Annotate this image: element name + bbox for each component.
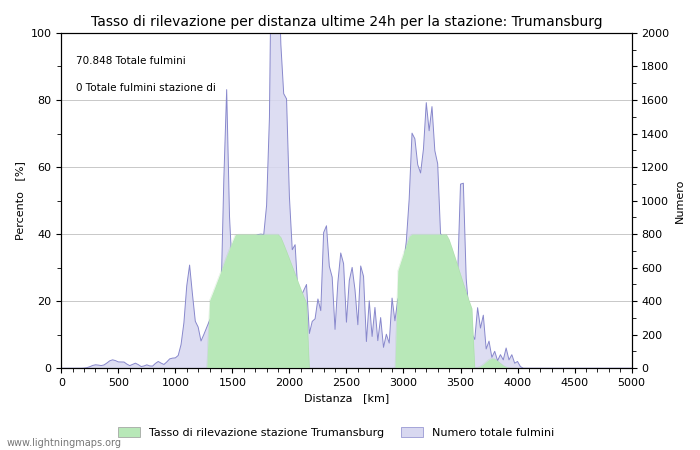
Title: Tasso di rilevazione per distanza ultime 24h per la stazione: Trumansburg: Tasso di rilevazione per distanza ultime… [90, 15, 602, 29]
Y-axis label: Percento   [%]: Percento [%] [15, 161, 25, 240]
Legend: Tasso di rilevazione stazione Trumansburg, Numero totale fulmini: Tasso di rilevazione stazione Trumansbur… [113, 423, 559, 442]
Text: 0 Totale fulmini stazione di: 0 Totale fulmini stazione di [76, 83, 216, 93]
Text: 70.848 Totale fulmini: 70.848 Totale fulmini [76, 56, 186, 67]
X-axis label: Distanza   [km]: Distanza [km] [304, 393, 389, 404]
Y-axis label: Numero: Numero [675, 178, 685, 223]
Text: www.lightningmaps.org: www.lightningmaps.org [7, 438, 122, 448]
